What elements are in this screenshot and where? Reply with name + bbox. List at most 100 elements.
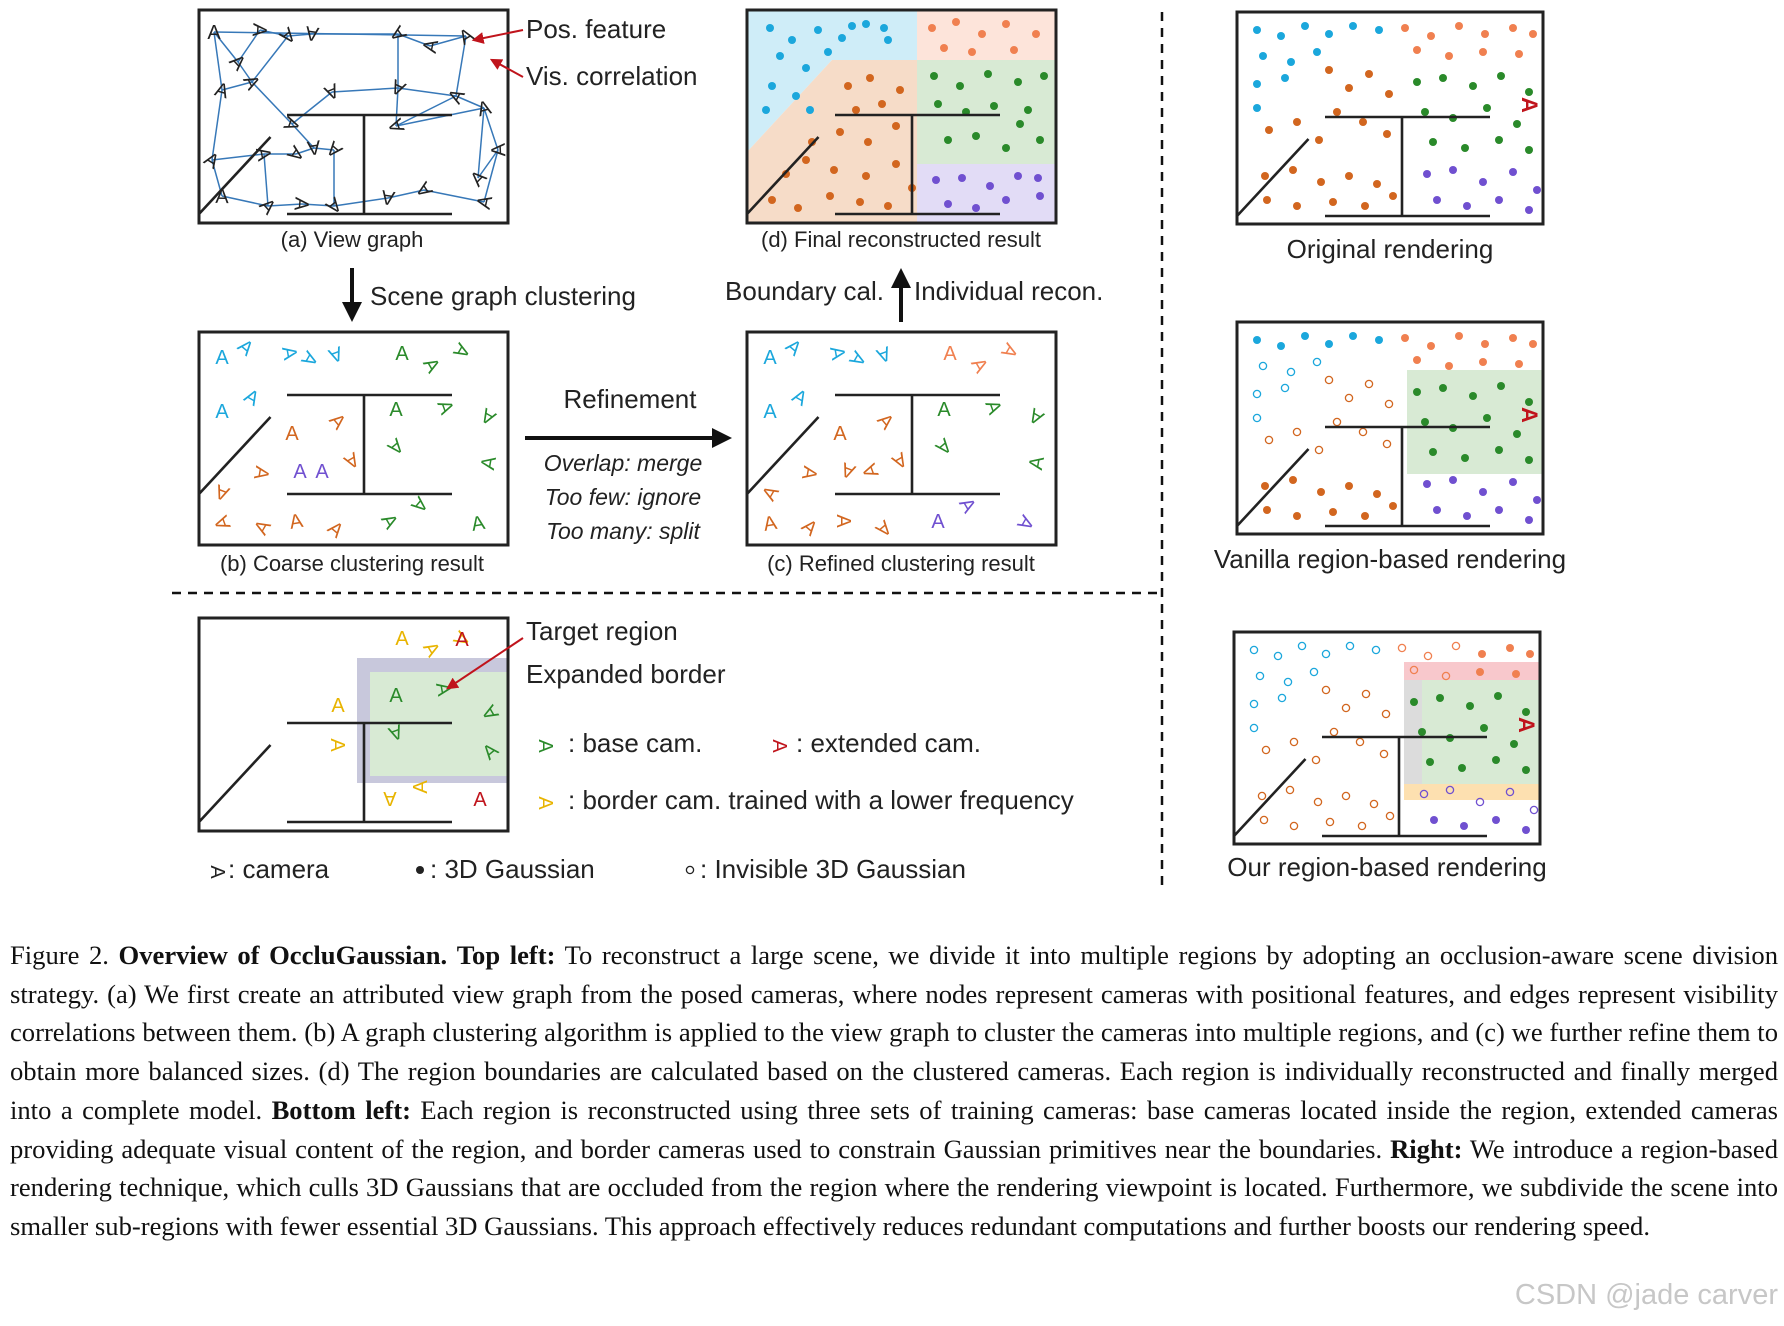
panel-our-rendering: A	[1232, 630, 1542, 846]
invisible-gaussian	[1313, 797, 1323, 807]
invisible-gaussian	[1297, 641, 1307, 651]
gaussian-dot	[1375, 336, 1383, 344]
gaussian-dot	[1429, 138, 1437, 146]
panel-vanilla-rendering: A	[1235, 320, 1545, 536]
gaussian-dot	[1533, 496, 1541, 504]
gaussian-dot	[1525, 516, 1533, 524]
blue-camera: A	[788, 385, 811, 411]
blue-camera: A	[325, 341, 346, 366]
green-camera: A	[418, 354, 444, 377]
gaussian-dot	[1002, 196, 1010, 204]
camera-node: A	[412, 177, 438, 201]
gaussian-dot	[1413, 46, 1421, 54]
gaussian-dot	[986, 182, 994, 190]
caption-original: Original rendering	[1287, 234, 1494, 264]
wall	[198, 136, 272, 215]
region-green	[1404, 680, 1540, 784]
invisible-gaussian	[1329, 727, 1339, 737]
visibility-edge	[251, 81, 293, 125]
gaussian-dot	[1439, 384, 1447, 392]
gaussian-dot	[878, 100, 886, 108]
visibility-edge	[237, 61, 253, 83]
gaussian-dot	[1301, 332, 1309, 340]
wall	[1236, 448, 1310, 527]
gaussian-dot	[1495, 136, 1503, 144]
gaussian-dot	[1261, 482, 1269, 490]
gaussian-dot	[866, 74, 874, 82]
gaussian-dot	[1529, 30, 1537, 38]
orange-camera: A	[758, 482, 784, 505]
orange-camera: A	[212, 479, 233, 504]
gaussian-dot	[1526, 650, 1534, 658]
gaussian-dot	[1253, 26, 1261, 34]
gaussian-dot	[1413, 78, 1421, 86]
camera-node: A	[305, 135, 322, 159]
gaussian-dot	[1509, 334, 1517, 342]
gaussian-dot	[1479, 358, 1487, 366]
gaussian-dot	[1002, 20, 1010, 28]
invisible-gaussian	[1309, 667, 1319, 677]
green-camera: A	[931, 434, 956, 460]
gaussian-dot	[1525, 398, 1533, 406]
gaussian-dot	[1413, 356, 1421, 364]
gaussian-dot	[1410, 698, 1418, 706]
gaussian-dot	[1010, 46, 1018, 54]
gaussian-dot	[1349, 22, 1357, 30]
pos-feature-label: Pos. feature	[526, 14, 666, 44]
orange-camera: A	[249, 464, 273, 482]
visibility-edge	[397, 87, 457, 97]
gaussian-dot	[896, 86, 904, 94]
gaussian-dot	[1483, 414, 1491, 422]
green-camera: A	[477, 403, 500, 429]
gaussian-dot	[1253, 336, 1261, 344]
legend-gaussian: : 3D Gaussian	[430, 854, 595, 884]
gaussian-dot	[1289, 476, 1297, 484]
gaussian-dot	[1494, 692, 1502, 700]
orange-camera: A	[797, 515, 822, 541]
gaussian-dot	[928, 24, 936, 32]
invisible-gaussian	[1361, 689, 1371, 699]
gaussian-dot	[1509, 168, 1517, 176]
base-camera: A	[389, 685, 403, 707]
gaussian-dot	[1325, 340, 1333, 348]
visibility-edge	[423, 189, 485, 203]
blue-camera: A	[233, 335, 258, 361]
visibility-edge	[287, 33, 313, 37]
caption-ours: Our region-based rendering	[1227, 852, 1546, 882]
gaussian-dot	[984, 70, 992, 78]
gaussian-dot	[852, 106, 860, 114]
invisible-gaussian	[1369, 799, 1379, 809]
gaussian-dot	[958, 174, 966, 182]
invisible-gaussian	[1261, 745, 1271, 755]
gaussian-dot	[1525, 206, 1533, 214]
gaussian-dot	[1375, 26, 1383, 34]
visibility-edge	[221, 195, 269, 207]
gaussian-dot	[1253, 80, 1261, 88]
invisible-gaussian	[1529, 805, 1539, 815]
gaussian-dot	[1449, 166, 1457, 174]
camera-node: A	[379, 185, 396, 209]
wall	[746, 136, 820, 215]
border-cam-icon: A	[534, 796, 556, 810]
gaussian-dot	[1413, 388, 1421, 396]
gaussian-dot	[1492, 816, 1500, 824]
invisible-gaussian	[1252, 413, 1262, 423]
gaussian-dot	[930, 72, 938, 80]
orange-camera: A	[250, 516, 276, 539]
gaussian-dot	[1361, 512, 1369, 520]
orange-camera: A	[858, 460, 883, 481]
green-camera: A	[937, 399, 951, 421]
gaussian-dot	[862, 20, 870, 28]
invisible-gaussian	[1382, 439, 1392, 449]
gaussian-dot	[1512, 670, 1520, 678]
gaussian-dot	[972, 204, 980, 212]
watermark: CSDN @jade carver	[1514, 1279, 1778, 1311]
gaussian-dot	[1463, 512, 1471, 520]
caption-top-left-heading: Top left:	[456, 940, 556, 970]
gaussian-dot	[1261, 172, 1269, 180]
gaussian-dot	[830, 166, 838, 174]
extended-camera: A	[455, 629, 469, 651]
gaussian-dot	[1349, 332, 1357, 340]
